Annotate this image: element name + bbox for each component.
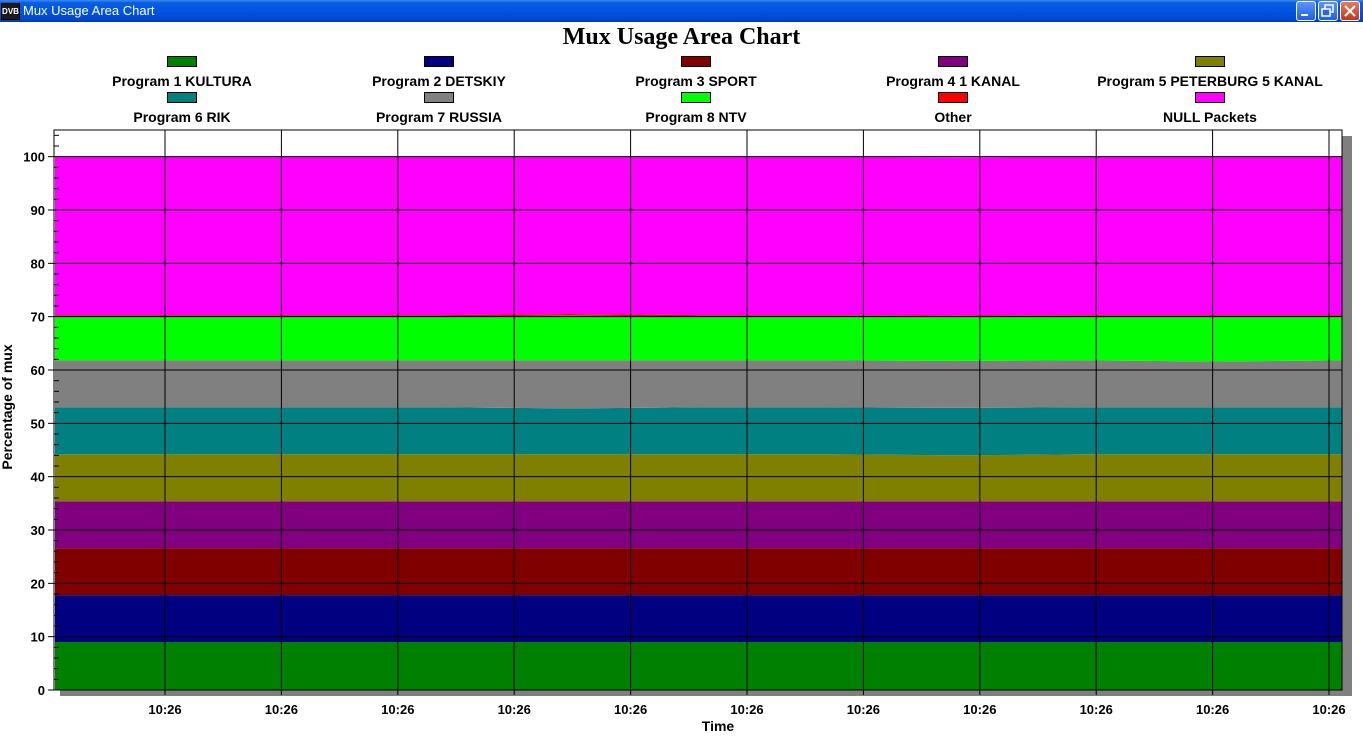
y-tick-label: 30 <box>31 523 45 538</box>
x-tick-label: 10:26 <box>963 702 996 717</box>
x-tick-label: 10:26 <box>1080 702 1113 717</box>
area-series-2 <box>55 595 1342 642</box>
legend-swatch <box>424 92 454 103</box>
y-tick-label: 100 <box>23 150 45 165</box>
window-titlebar: DVB Mux Usage Area Chart <box>0 0 1363 22</box>
close-button[interactable] <box>1340 1 1360 21</box>
legend-label: Program 6 RIK <box>133 109 231 125</box>
legend-label: Program 7 RUSSIA <box>375 109 503 125</box>
area-series-8 <box>55 315 1342 362</box>
area-series-6 <box>55 407 1342 456</box>
app-icon: DVB <box>1 3 20 20</box>
x-tick-label: 10:26 <box>148 702 181 717</box>
y-tick-label: 50 <box>31 416 45 431</box>
legend-swatch <box>167 92 197 103</box>
restore-icon <box>1321 4 1334 17</box>
x-tick-label: 10:26 <box>1196 702 1229 717</box>
legend-label: Program 4 1 KANAL <box>886 73 1020 89</box>
legend-label: Program 2 DETSKIY <box>372 73 506 89</box>
close-icon <box>1344 5 1356 17</box>
y-tick-label: 70 <box>31 310 45 325</box>
area-series-3 <box>55 548 1342 596</box>
y-axis-title: Percentage of mux <box>0 344 15 469</box>
legend-label: Other <box>934 109 972 125</box>
x-tick-label: 10:26 <box>614 702 647 717</box>
legend-swatch <box>938 92 968 103</box>
legend-swatch <box>1195 92 1225 103</box>
legend-label: Program 5 PETERBURG 5 KANAL <box>1097 73 1323 89</box>
x-tick-label: 10:26 <box>498 702 531 717</box>
area-series-7 <box>55 360 1342 409</box>
legend-swatch <box>167 56 197 67</box>
area-series-10 <box>55 156 1342 316</box>
restore-button[interactable] <box>1318 1 1338 21</box>
y-tick-label: 40 <box>31 470 45 485</box>
x-axis-title: Time <box>702 718 735 734</box>
legend-label: Program 8 NTV <box>645 109 747 125</box>
legend-label: NULL Packets <box>1163 109 1257 125</box>
x-tick-label: 10:26 <box>730 702 763 717</box>
minimize-icon <box>1301 14 1308 16</box>
x-tick-label: 10:26 <box>847 702 880 717</box>
x-tick-label: 10:26 <box>265 702 298 717</box>
legend-swatch <box>681 92 711 103</box>
y-tick-label: 20 <box>31 576 45 591</box>
x-tick-label: 10:26 <box>381 702 414 717</box>
legend-swatch <box>681 56 711 67</box>
legend-swatch <box>1195 56 1225 67</box>
legend-swatch <box>424 56 454 67</box>
legend-label: Program 1 KULTURA <box>112 73 252 89</box>
minimize-button[interactable] <box>1296 1 1316 21</box>
area-series-4 <box>55 501 1342 549</box>
legend-label: Program 3 SPORT <box>635 73 757 89</box>
y-tick-label: 80 <box>31 256 45 271</box>
legend-swatch <box>938 56 968 67</box>
area-series-5 <box>55 454 1342 502</box>
x-tick-label: 10:26 <box>1312 702 1345 717</box>
area-series-1 <box>55 642 1342 690</box>
window-title: Mux Usage Area Chart <box>23 3 155 18</box>
y-tick-label: 60 <box>31 363 45 378</box>
chart-title: Mux Usage Area Chart <box>562 24 801 50</box>
y-tick-label: 90 <box>31 203 45 218</box>
plot-border <box>53 129 1343 691</box>
y-tick-label: 10 <box>31 630 45 645</box>
y-tick-label: 0 <box>38 683 45 698</box>
